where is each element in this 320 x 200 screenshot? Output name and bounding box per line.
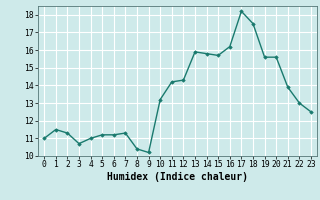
X-axis label: Humidex (Indice chaleur): Humidex (Indice chaleur) bbox=[107, 172, 248, 182]
